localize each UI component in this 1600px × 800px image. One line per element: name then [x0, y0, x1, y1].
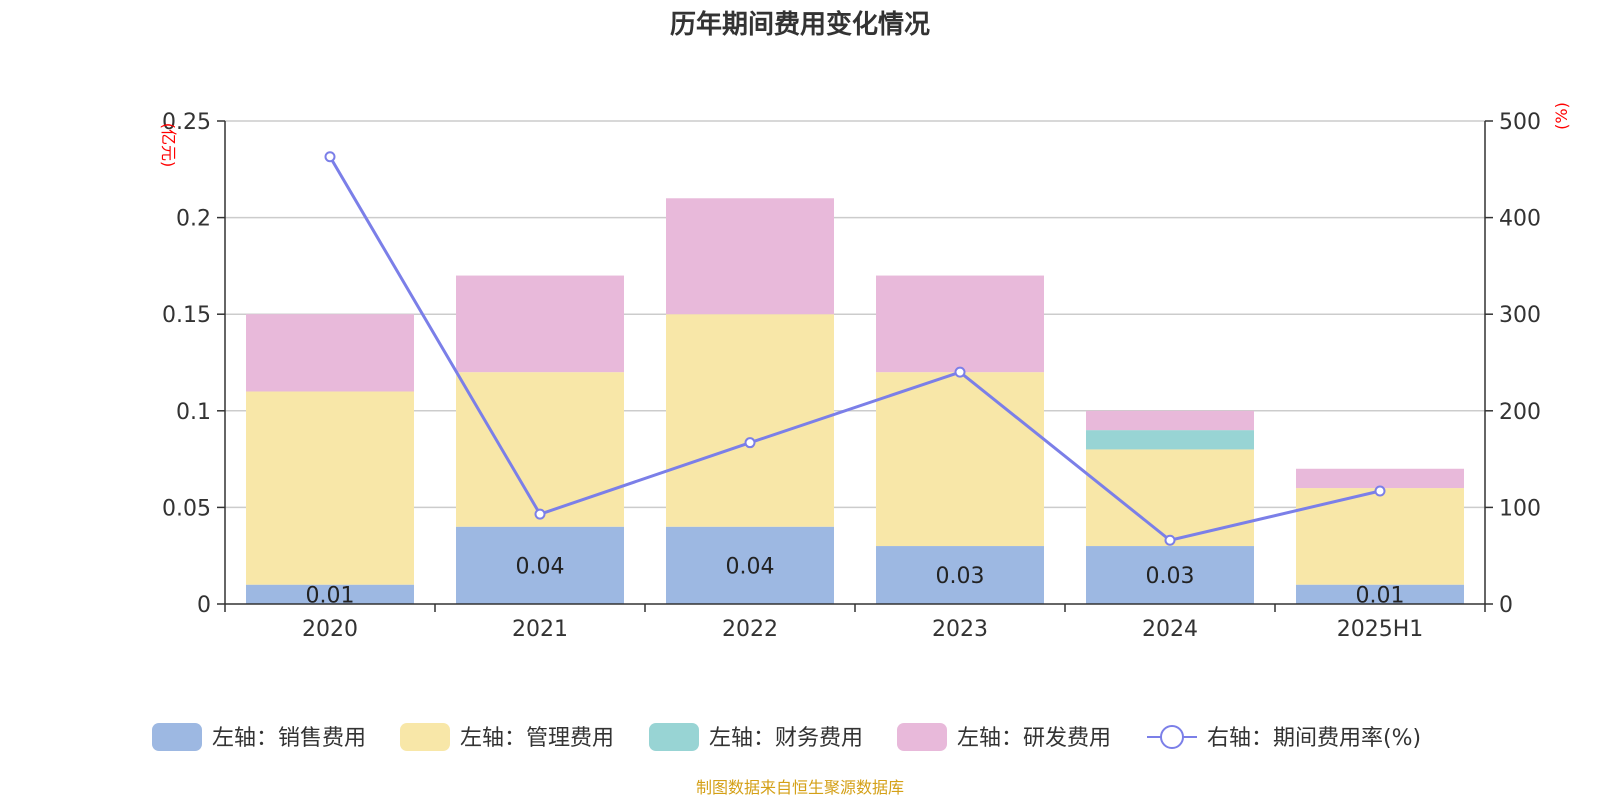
x-tick-label: 2025H1: [1337, 617, 1424, 642]
x-tick-label: 2021: [512, 617, 568, 642]
bar-segment: [876, 546, 1044, 604]
legend-label: 左轴：研发费用: [957, 726, 1111, 751]
bar-value-label: 0.04: [516, 554, 565, 579]
legend-line-marker: [1160, 725, 1184, 749]
left-tick-label: 0.1: [176, 400, 211, 425]
bar-segment: [1296, 584, 1464, 604]
bar-segment: [1086, 546, 1254, 604]
bar-value-label: 0.03: [936, 564, 985, 589]
bar-segment: [246, 314, 414, 392]
bar-segment: [666, 314, 834, 527]
rate-line-point: [744, 437, 756, 449]
left-tick-label: 0.25: [162, 110, 211, 135]
rate-line-point: [1374, 485, 1386, 497]
rate-line-point: [534, 508, 546, 520]
legend-label: 左轴：管理费用: [460, 726, 614, 751]
bar-value-label: 0.01: [1356, 583, 1405, 608]
x-tick-label: 2023: [932, 617, 988, 642]
bar-segment: [1296, 468, 1464, 489]
right-tick-label: 0: [1499, 593, 1513, 618]
bar-segment: [1296, 488, 1464, 585]
right-tick-label: 400: [1499, 207, 1541, 232]
bar-segment: [1086, 410, 1254, 431]
bar-segment: [876, 275, 1044, 373]
x-tick-label: 2024: [1142, 617, 1198, 642]
rate-line-path: [328, 155, 1381, 542]
bar-segment: [876, 372, 1044, 547]
bar-segment: [1086, 430, 1254, 450]
left-tick-label: 0.2: [176, 207, 211, 232]
right-tick-label: 200: [1499, 400, 1541, 425]
bars: [246, 198, 1464, 604]
bar-value-label: 0.04: [726, 554, 775, 579]
legend-swatch: [152, 723, 202, 751]
legend-label: 右轴：期间费用率(%): [1207, 726, 1421, 751]
grid: [225, 120, 1485, 509]
left-tick-label: 0.05: [162, 496, 211, 521]
bar-segment: [246, 584, 414, 604]
legend-label: 左轴：财务费用: [709, 726, 863, 751]
chart-title: 历年期间费用变化情况: [670, 9, 930, 40]
left-tick-label: 0.15: [162, 303, 211, 328]
x-tick-label: 2020: [302, 617, 358, 642]
right-tick-label: 500: [1499, 110, 1541, 135]
rate-line-point: [1164, 534, 1176, 546]
right-tick-label: 100: [1499, 496, 1541, 521]
rate-line-point: [324, 151, 336, 163]
left-tick-label: 0: [197, 593, 211, 618]
bar-segment: [246, 391, 414, 585]
bar-segment: [456, 526, 624, 604]
legend-swatch: [897, 723, 947, 751]
left-axis-unit: (亿元): [159, 123, 178, 168]
axes: 0 0.05 0.1 0.15 0.2 0.25 0 100 200 300 400 500 2020 2…: [159, 102, 1571, 642]
right-tick-label: 300: [1499, 303, 1541, 328]
x-tick-label: 2022: [722, 617, 778, 642]
bar-value-label: 0.01: [306, 583, 355, 608]
legend-label: 左轴：销售费用: [212, 726, 366, 751]
bar-segment: [666, 526, 834, 604]
legend-swatch: [649, 723, 699, 751]
legend: 左轴：销售费用 左轴：管理费用 左轴：财务费用 左轴：研发费用 右轴：期间费用率(%): [152, 723, 1421, 751]
bar-segment: [456, 372, 624, 527]
source-note: 制图数据来自恒生聚源数据库: [696, 778, 904, 797]
rate-line-point: [954, 366, 966, 378]
bar-segment: [456, 275, 624, 373]
right-axis-unit: (%): [1552, 102, 1571, 130]
data-labels: 0.01 0.04 0.04 0.03 0.03 0.01: [306, 554, 1405, 608]
rate-line: [324, 151, 1386, 546]
bar-segment: [1086, 449, 1254, 547]
bar-segment: [666, 198, 834, 315]
bar-value-label: 0.03: [1146, 564, 1195, 589]
legend-swatch: [400, 723, 450, 751]
